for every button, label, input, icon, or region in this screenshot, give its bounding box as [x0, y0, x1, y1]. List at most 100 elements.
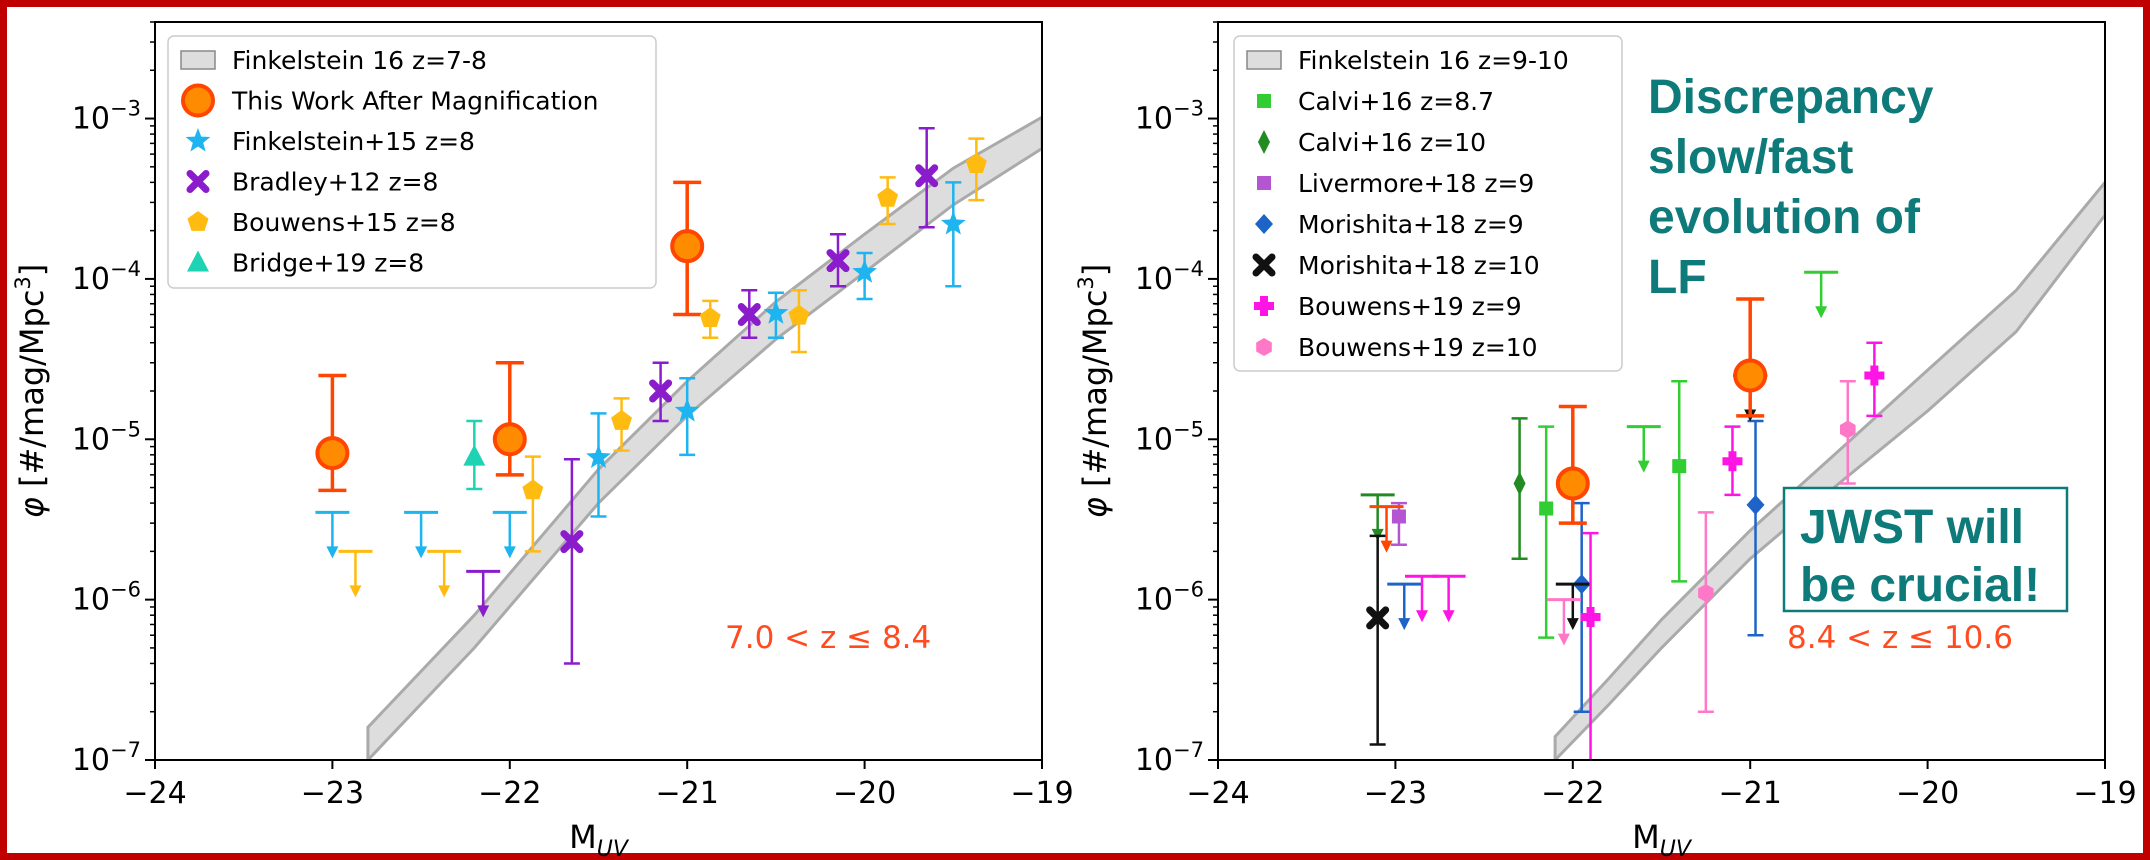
marker: [586, 444, 611, 468]
upper-limit-arrow: [326, 546, 339, 559]
legend-label: Bouwens+19 z=9: [1298, 292, 1522, 321]
data-point: [1697, 511, 1714, 713]
marker: [1555, 466, 1590, 501]
data-point: [522, 455, 544, 553]
marker: [1840, 420, 1856, 439]
x-tick-label: −23: [1364, 776, 1427, 811]
legend-marker: [187, 211, 209, 231]
upper-limit-arrow: [503, 546, 516, 559]
data-point: [1580, 531, 1601, 760]
legend-band-swatch: [180, 50, 216, 70]
marker: [788, 304, 810, 325]
marker: [940, 211, 966, 235]
x-tick-label: −21: [1719, 776, 1782, 811]
upper-limit: [315, 510, 350, 559]
data-point: [674, 377, 700, 457]
upper-limit: [1387, 582, 1422, 631]
y-tick-label: 10−4: [72, 257, 141, 297]
x-tick-label: −22: [478, 776, 541, 811]
panel-right: −24 −23 −22 −21 −20 −19 10−7 10−6 10−5 10−4 10−3 MU…: [1074, 21, 2137, 860]
discrepancy-callout: Discrepancy slow/fast evolution of LF: [1648, 71, 1934, 304]
model-band: [366, 115, 1042, 760]
series-finkelstein-15-z-8: [315, 181, 966, 559]
y-axis-label: φ [#/mag/Mpc3]: [11, 264, 51, 519]
legend-entry: Bouwens+15 z=8: [187, 208, 456, 237]
legend-label: Finkelstein+15 z=8: [232, 127, 475, 156]
panel-left: −24 −23 −22 −21 −20 −19 10−7 10−6 10−5 10−4 10−3 MU…: [11, 21, 1074, 860]
x-tick-label: −24: [123, 776, 186, 811]
legend-label: Bouwens+15 z=8: [232, 208, 456, 237]
data-point: [649, 361, 673, 423]
series-bouwens-15-z-8: [338, 137, 987, 598]
upper-limit-arrow: [1566, 618, 1579, 631]
x-tick-label: −24: [1186, 776, 1249, 811]
data-point: [1538, 425, 1555, 639]
legend-entry: Calvi+16 z=10: [1258, 128, 1486, 157]
z-range-annotation: 8.4 < z ≤ 10.6: [1787, 620, 2013, 656]
data-point: [1555, 404, 1590, 525]
x-tick-label: −19: [2073, 776, 2136, 811]
upper-limit-arrow: [1380, 540, 1393, 553]
marker: [915, 164, 939, 188]
series-bouwens-19-z-9: [1405, 341, 1885, 760]
y-axis-label: φ [#/mag/Mpc3]: [1074, 264, 1114, 519]
upper-limit: [1360, 493, 1395, 541]
data-point: [492, 361, 527, 477]
upper-limit-arrow: [1815, 306, 1828, 319]
legend-label: Bradley+12 z=8: [232, 168, 438, 197]
marker: [315, 436, 350, 471]
marker: [699, 307, 721, 327]
data-point: [1390, 501, 1407, 546]
data-point: [1722, 425, 1743, 497]
legend-entry: Finkelstein 16 z=7-8: [180, 46, 487, 75]
legend-label: Morishita+18 z=9: [1298, 210, 1524, 239]
upper-limit: [1626, 425, 1661, 473]
data-point: [940, 181, 966, 288]
legend-entry: Bradley+12 z=8: [186, 168, 438, 197]
legend-box: [167, 35, 657, 289]
z-range-annotation: 7.0 < z ≤ 8.4: [725, 620, 931, 656]
marker: [674, 398, 700, 422]
upper-limit: [1369, 505, 1404, 553]
x-tick-label: −22: [1541, 776, 1604, 811]
marker: [1733, 358, 1768, 393]
legend-band-swatch: [1246, 50, 1282, 70]
data-point: [1511, 417, 1528, 560]
upper-limit: [1555, 582, 1590, 631]
marker: [1366, 606, 1390, 630]
y-tick-label: 10−5: [1135, 417, 1204, 457]
upper-limit-arrow: [477, 605, 490, 618]
y-tick-label: 10−6: [72, 578, 141, 618]
marker: [1580, 606, 1601, 627]
marker: [1746, 494, 1765, 515]
model-band: [1553, 180, 2105, 760]
upper-limit-arrow: [1442, 610, 1455, 623]
marker: [877, 186, 899, 207]
marker: [1672, 459, 1687, 474]
legend-entry: Morishita+18 z=9: [1255, 210, 1524, 239]
x-tick-label: −19: [1010, 776, 1073, 811]
data-point: [877, 176, 899, 226]
legend-label: Calvi+16 z=10: [1298, 128, 1486, 157]
discrepancy-line-1: Discrepancy: [1648, 71, 1934, 124]
legend-marker: [181, 83, 215, 118]
jwst-callout-box: [1782, 486, 2069, 613]
data-point: [315, 373, 350, 493]
legend-box: [1233, 35, 1623, 372]
data-point: [788, 288, 810, 354]
upper-limit-arrow: [1637, 460, 1650, 473]
legend-entry: Livermore+18 z=9: [1257, 169, 1534, 198]
data-point: [1746, 419, 1765, 637]
data-point: [965, 137, 987, 202]
data-point: [670, 180, 705, 317]
legend-marker: [1257, 176, 1271, 190]
legend-entry: This Work After Magnification: [181, 83, 599, 118]
data-point: [463, 419, 486, 491]
y-tick-label: 10−4: [1135, 257, 1204, 297]
upper-limit-arrow: [438, 585, 451, 598]
data-point: [852, 251, 877, 301]
y-tick-label: 10−3: [72, 97, 141, 137]
upper-limit: [492, 510, 527, 559]
marker: [826, 249, 850, 273]
